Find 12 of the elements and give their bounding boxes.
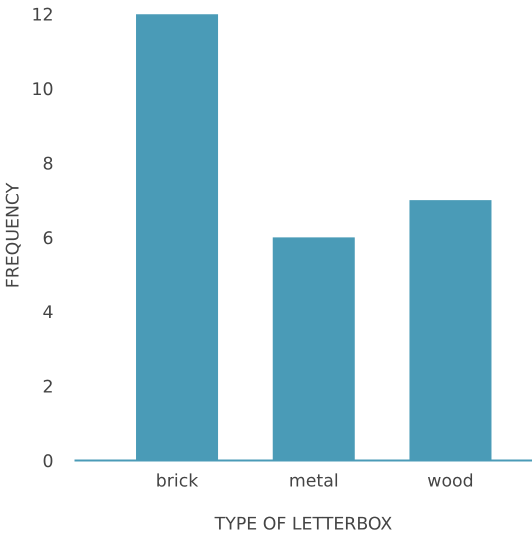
y-tick-label: 4 xyxy=(42,303,54,324)
y-tick-label: 8 xyxy=(42,154,54,174)
y-tick-label: 10 xyxy=(31,80,54,100)
y-tick-label: 6 xyxy=(42,228,54,249)
y-tick-label: 0 xyxy=(42,452,54,472)
x-axis-title: TYPE OF LETTERBOX xyxy=(214,514,392,534)
y-tick-label: 2 xyxy=(42,378,54,398)
x-tick-label: wood xyxy=(427,472,474,492)
x-tick-label: metal xyxy=(288,472,339,492)
x-tick-label: brick xyxy=(156,472,198,492)
y-tick-label: 12 xyxy=(31,6,54,26)
y-axis-title: FREQUENCY xyxy=(3,182,24,288)
